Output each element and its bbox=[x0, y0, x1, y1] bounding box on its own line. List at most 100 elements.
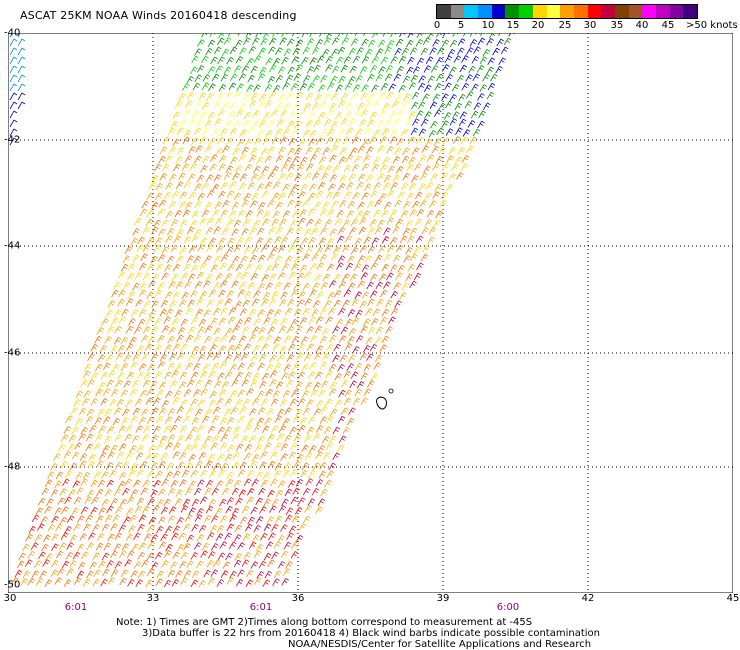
wind-barb bbox=[176, 544, 185, 552]
wind-barb bbox=[167, 336, 175, 344]
wind-barb bbox=[197, 399, 206, 407]
wind-barb bbox=[489, 33, 497, 39]
wind-barb bbox=[425, 138, 433, 147]
wind-barb bbox=[251, 246, 260, 255]
wind-barb bbox=[197, 192, 206, 201]
wind-barb bbox=[381, 236, 390, 244]
wind-barb bbox=[395, 93, 403, 102]
wind-barb bbox=[298, 523, 307, 531]
wind-barb bbox=[280, 524, 288, 532]
wind-barb bbox=[304, 452, 313, 461]
wind-barb bbox=[365, 337, 374, 345]
wind-barb bbox=[281, 372, 289, 380]
wind-barb bbox=[140, 253, 148, 261]
wind-barb bbox=[219, 417, 228, 425]
wind-barb bbox=[224, 532, 232, 541]
wind-barb bbox=[193, 334, 202, 343]
wind-barb bbox=[184, 487, 193, 496]
wind-barb bbox=[186, 91, 195, 100]
wind-barb bbox=[232, 325, 240, 333]
wind-barb bbox=[209, 390, 218, 399]
wind-barb bbox=[118, 316, 127, 324]
wind-barb bbox=[199, 345, 207, 354]
wind-barb bbox=[186, 534, 195, 543]
wind-barb bbox=[225, 120, 233, 128]
wind-barb bbox=[267, 172, 275, 180]
wind-barb bbox=[98, 560, 106, 569]
wind-barb bbox=[301, 33, 308, 38]
wind-barb bbox=[371, 164, 380, 172]
wind-barb bbox=[288, 451, 297, 460]
wind-barb bbox=[164, 371, 172, 380]
wind-barb bbox=[135, 425, 143, 433]
wind-barb bbox=[310, 389, 319, 398]
wind-barb bbox=[496, 38, 505, 47]
colorbar-swatch bbox=[656, 5, 670, 18]
wind-barb bbox=[175, 489, 184, 497]
wind-barb bbox=[121, 417, 129, 425]
wind-barb bbox=[311, 487, 320, 496]
wind-barb bbox=[47, 524, 56, 532]
wind-barb bbox=[224, 426, 233, 435]
wind-barb bbox=[79, 453, 88, 461]
wind-barb bbox=[151, 562, 159, 570]
wind-barb bbox=[106, 426, 115, 434]
wind-barb bbox=[176, 435, 185, 443]
wind-barb bbox=[312, 172, 320, 181]
wind-barb bbox=[136, 445, 145, 453]
wind-barb bbox=[17, 74, 26, 83]
wind-barb bbox=[302, 199, 310, 208]
wind-barb bbox=[128, 469, 137, 478]
wind-barb bbox=[343, 397, 352, 406]
wind-barb bbox=[59, 517, 68, 525]
wind-barb bbox=[204, 255, 212, 263]
wind-barb bbox=[247, 417, 255, 426]
wind-barb bbox=[205, 479, 214, 488]
wind-barb bbox=[315, 39, 324, 47]
wind-barb bbox=[16, 560, 25, 569]
wind-barb bbox=[239, 308, 248, 316]
wind-barb bbox=[394, 300, 402, 308]
wind-barb bbox=[213, 282, 221, 291]
wind-barb bbox=[274, 255, 283, 263]
wind-barb bbox=[405, 274, 413, 282]
wind-barb bbox=[71, 507, 80, 516]
wind-barb bbox=[219, 498, 227, 507]
wind-barb bbox=[297, 343, 306, 351]
wind-barb bbox=[119, 577, 127, 586]
wind-barb bbox=[262, 579, 271, 588]
wind-barb bbox=[354, 155, 362, 164]
wind-barb bbox=[229, 390, 238, 398]
wind-barb bbox=[295, 408, 304, 417]
wind-barb bbox=[217, 33, 226, 39]
wind-barb bbox=[342, 136, 351, 145]
wind-barb bbox=[99, 345, 108, 353]
wind-barb bbox=[224, 371, 233, 380]
wind-barb bbox=[218, 190, 226, 199]
wind-barb bbox=[312, 462, 321, 471]
wind-barb bbox=[360, 325, 368, 334]
wind-barb bbox=[278, 192, 286, 201]
wind-barb bbox=[306, 163, 314, 171]
wind-barb bbox=[328, 183, 336, 192]
wind-barb bbox=[87, 461, 96, 469]
wind-barb bbox=[171, 532, 179, 541]
wind-barb bbox=[380, 82, 389, 91]
wind-barb bbox=[348, 328, 357, 336]
wind-barb bbox=[471, 83, 479, 92]
wind-barb bbox=[39, 570, 47, 579]
wind-barb bbox=[194, 200, 202, 209]
wind-barb bbox=[228, 210, 237, 218]
wind-barb bbox=[287, 299, 295, 307]
wind-barb bbox=[293, 282, 302, 290]
wind-barb bbox=[64, 470, 73, 478]
wind-barb bbox=[304, 298, 312, 306]
wind-barb bbox=[163, 316, 172, 324]
wind-barb bbox=[291, 515, 300, 523]
wind-barb bbox=[275, 155, 284, 163]
wind-barb bbox=[418, 75, 426, 83]
wind-barb bbox=[332, 452, 340, 460]
wind-barb bbox=[226, 57, 234, 65]
wind-barb bbox=[146, 237, 155, 245]
wind-barb bbox=[303, 75, 311, 83]
